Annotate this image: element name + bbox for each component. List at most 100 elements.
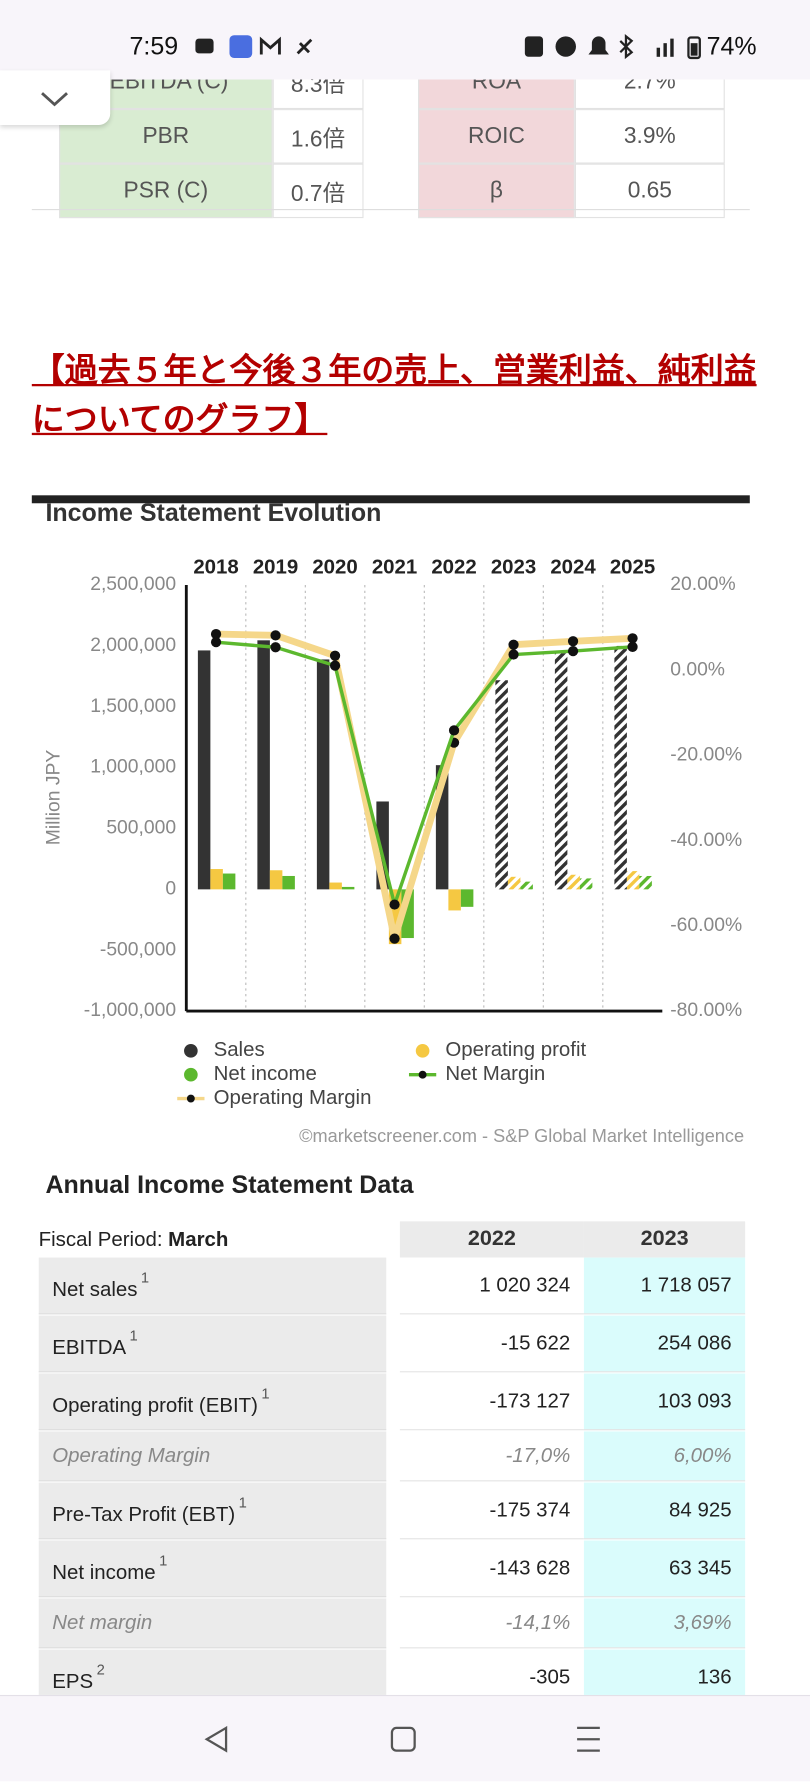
bar — [579, 878, 593, 890]
ratio-cell: PSR (C) — [59, 163, 273, 219]
marker — [567, 645, 579, 657]
cell: 3,69% — [583, 1598, 746, 1649]
ratio-cell: 0.7倍 — [272, 163, 364, 219]
marker — [627, 641, 638, 652]
cell: 84 925 — [583, 1482, 746, 1540]
legend-label: Net income — [214, 1062, 317, 1085]
legend-label: Operating Margin — [214, 1086, 372, 1109]
legend-marker — [418, 1070, 427, 1079]
chevron — [41, 92, 68, 107]
y-tick-label: 1,000,000 — [90, 757, 176, 778]
table-header: Fiscal Period: March — [39, 1221, 400, 1257]
y2-tick-label: -80.00% — [670, 1000, 742, 1021]
bar — [507, 876, 521, 890]
bar — [448, 889, 461, 911]
row-label: Operating profit (EBIT) 1 — [38, 1373, 387, 1431]
legend-swatch — [184, 1067, 198, 1082]
y2-tick-label: 20.00% — [670, 574, 735, 595]
row-label: Net sales 1 — [38, 1257, 387, 1315]
row-label: Net margin — [38, 1598, 387, 1649]
y-tick-label: 0 — [165, 878, 176, 899]
ratio-cell: 3.9% — [574, 109, 725, 164]
bar — [554, 653, 568, 890]
row-label-text: Operating Margin — [52, 1443, 211, 1467]
cell: -15 622 — [399, 1315, 584, 1373]
cell: -305 — [399, 1649, 584, 1695]
bar — [197, 650, 211, 890]
chart-title: Income Statement Evolution — [45, 499, 381, 527]
fiscal-period-label: Fiscal Period: — [38, 1227, 163, 1251]
nav-bar — [0, 1694, 810, 1782]
bar — [520, 881, 533, 890]
legend-swatch — [415, 1044, 430, 1058]
legend-swatch — [184, 1044, 198, 1058]
marker — [270, 642, 281, 653]
marker — [329, 650, 341, 661]
bar — [316, 659, 330, 890]
marker — [448, 725, 460, 736]
bar — [460, 889, 474, 907]
column-header: 2022 — [399, 1221, 584, 1258]
bar — [341, 886, 355, 890]
collapse-button[interactable] — [0, 70, 111, 125]
ratio-cell: β — [418, 163, 575, 219]
y-tick-label: 500,000 — [106, 818, 176, 839]
bar — [257, 640, 270, 890]
x-tick-label: 2023 — [491, 555, 536, 578]
row-label: Pre-Tax Profit (EBT) 1 — [38, 1482, 387, 1540]
marker — [270, 630, 281, 641]
ratio-cell: ROIC — [418, 109, 575, 164]
cell: -17,0% — [399, 1431, 584, 1482]
y2-tick-label: -20.00% — [670, 745, 742, 766]
x-tick-label: 2022 — [431, 555, 476, 578]
row-label-text: EBITDA — [52, 1335, 127, 1359]
row-label: EPS 2 — [38, 1649, 387, 1695]
y2-tick-label: -60.00% — [670, 915, 742, 936]
bar — [269, 870, 283, 890]
cell: -173 127 — [399, 1373, 584, 1431]
time: 7:59 — [129, 31, 179, 61]
divider — [31, 209, 750, 211]
cell: 103 093 — [583, 1373, 746, 1431]
y-tick-label: -1,000,000 — [84, 1000, 176, 1021]
cell: 1 718 057 — [583, 1257, 746, 1315]
marker — [389, 899, 400, 910]
marker — [389, 933, 400, 944]
cell: 1 020 324 — [399, 1257, 584, 1315]
bar — [495, 680, 508, 890]
row-label: Operating Margin — [38, 1431, 387, 1482]
column-header: 2023 — [583, 1221, 746, 1258]
footnote: 1 — [261, 1384, 270, 1402]
x-tick-label: 2020 — [312, 555, 357, 578]
row-label-text: Net income — [52, 1560, 156, 1584]
x-tick-label: 2025 — [610, 555, 655, 578]
marker — [508, 639, 519, 650]
cell: 63 345 — [583, 1540, 746, 1598]
legend-label: Net Margin — [445, 1062, 545, 1085]
legend-label: Sales — [214, 1038, 265, 1061]
row-label: Net income 1 — [38, 1540, 387, 1598]
cell: 6,00% — [583, 1431, 746, 1482]
income-table: Fiscal Period: March 2022 2023 Net sales 1 1 0… — [38, 1221, 746, 1695]
cell: 254 086 — [583, 1315, 746, 1373]
y-axis-label: Million JPY — [44, 750, 65, 846]
section-heading: 【過去５年と今後３年の売上、営業利益、純利益についてのグラフ】 — [31, 353, 757, 439]
x-tick-label: 2024 — [550, 555, 596, 578]
y-tick-label: 2,000,000 — [90, 635, 176, 656]
x-tick-label: 2018 — [193, 555, 238, 578]
x-tick-label: 2019 — [253, 555, 298, 578]
status-bar: 7:59 74% — [0, 0, 810, 80]
battery: 74% — [706, 31, 757, 61]
marker — [508, 649, 519, 660]
bar — [639, 875, 652, 890]
table-title: Annual Income Statement Data — [45, 1170, 414, 1199]
y2-tick-label: -40.00% — [670, 830, 742, 851]
cell: 136 — [583, 1649, 746, 1695]
marker — [210, 637, 222, 648]
y-tick-label: -500,000 — [100, 939, 176, 960]
row-label-text: Pre-Tax Profit (EBT) — [52, 1502, 236, 1526]
row-label-text: EPS — [52, 1669, 94, 1693]
bar — [329, 882, 342, 890]
bar — [222, 873, 236, 890]
